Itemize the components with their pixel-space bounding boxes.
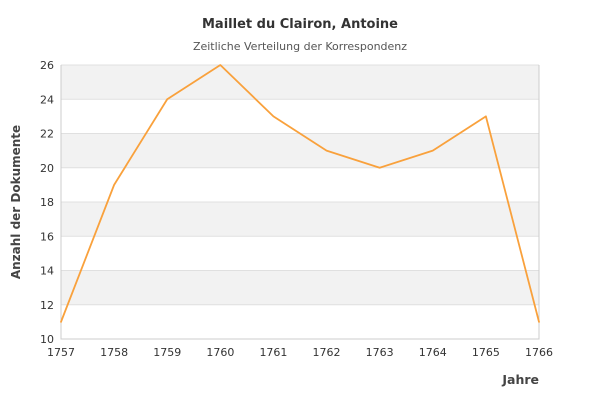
y-tick-label: 24 xyxy=(40,93,54,106)
y-tick-label: 20 xyxy=(40,162,54,175)
y-tick-label: 16 xyxy=(40,230,54,243)
x-axis-label: Jahre xyxy=(502,372,539,387)
background-band xyxy=(61,270,539,305)
x-tick-label: 1763 xyxy=(366,346,394,359)
background-band xyxy=(61,133,539,168)
x-tick-label: 1766 xyxy=(525,346,553,359)
chart-subtitle: Zeitliche Verteilung der Korrespondenz xyxy=(192,40,408,53)
y-tick-label: 26 xyxy=(40,59,54,72)
x-tick-label: 1762 xyxy=(313,346,341,359)
x-tick-label: 1758 xyxy=(100,346,128,359)
y-tick-label: 18 xyxy=(40,196,54,209)
y-tick-label: 12 xyxy=(40,299,54,312)
chart-title: Maillet du Clairon, Antoine xyxy=(202,17,398,32)
background-band xyxy=(61,202,539,237)
x-tick-label: 1764 xyxy=(419,346,447,359)
y-tick-label: 14 xyxy=(40,265,54,278)
x-tick-label: 1757 xyxy=(47,346,75,359)
background-band xyxy=(61,65,539,100)
y-tick-label: 22 xyxy=(40,128,54,141)
x-tick-label: 1759 xyxy=(153,346,181,359)
plot-border xyxy=(60,65,540,340)
x-tick-label: 1760 xyxy=(206,346,234,359)
y-tick-label: 10 xyxy=(40,333,54,346)
x-tick-label: 1761 xyxy=(259,346,287,359)
series-line xyxy=(60,64,540,323)
x-tick-label: 1765 xyxy=(472,346,500,359)
